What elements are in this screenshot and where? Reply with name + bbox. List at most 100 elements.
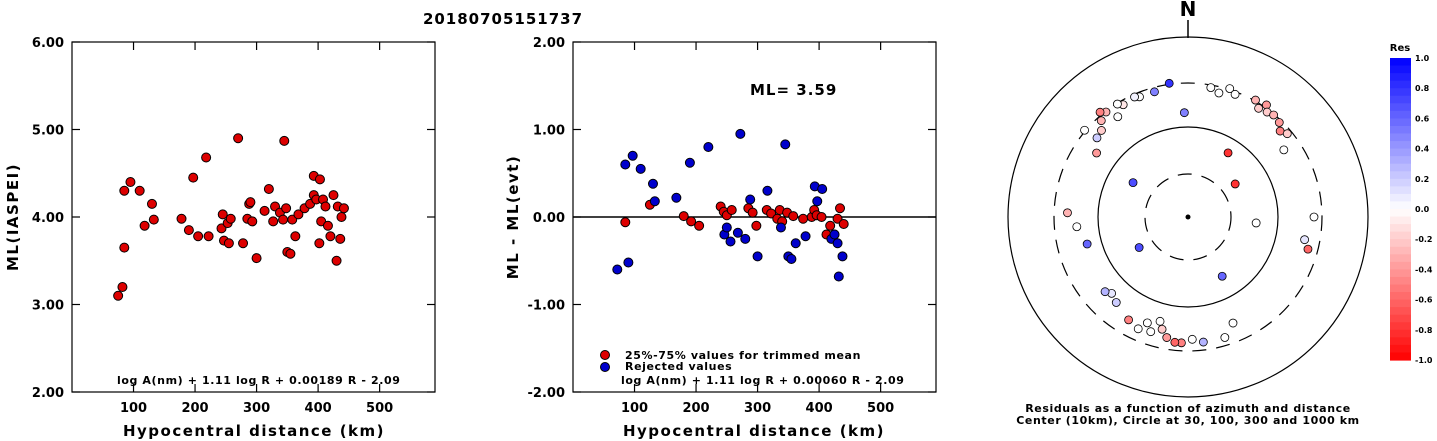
station-marker	[1097, 126, 1106, 135]
station-marker	[1100, 287, 1110, 297]
colorbar-cell	[1390, 344, 1411, 354]
x-axis-label: Hypocentral distance (km)	[123, 422, 385, 440]
station-marker	[1111, 298, 1121, 307]
colorbar-cell	[1390, 58, 1411, 67]
data-point	[322, 220, 333, 231]
station-marker	[1092, 133, 1102, 143]
station-marker	[1146, 327, 1156, 337]
data-point	[279, 135, 290, 146]
colorbar-cell	[1390, 148, 1411, 157]
data-point	[686, 216, 697, 227]
station-marker	[1080, 125, 1089, 135]
colorbar-cell	[1390, 163, 1411, 172]
data-point	[290, 231, 301, 242]
colorbar-cell	[1390, 65, 1411, 74]
residual-colorbar: Res 1.0 0.8 0.6 0.4 0.2 0.0 -0.2 -0.4 -0.6 -0.8 -1…	[1390, 43, 1433, 365]
data-point	[726, 205, 737, 215]
rejected-point	[735, 128, 746, 139]
data-point	[203, 231, 214, 242]
data-point	[176, 213, 187, 224]
station-marker	[1198, 337, 1208, 347]
colorbar-cell	[1390, 193, 1411, 203]
ring-30km	[1144, 173, 1232, 261]
station-marker	[1133, 324, 1143, 334]
y-tick-label: 0.00	[533, 211, 565, 226]
data-point	[245, 197, 256, 208]
data-point	[694, 220, 705, 231]
colorbar-cell	[1390, 246, 1411, 255]
station-marker	[1187, 334, 1197, 344]
data-point	[293, 209, 304, 220]
station-marker	[1309, 212, 1319, 222]
colorbar-tick-label: 1.0	[1415, 54, 1430, 63]
caption-line-1: Residuals as a function of azimuth and d…	[1025, 402, 1351, 415]
y-tick-label: -2.00	[528, 386, 565, 401]
rejected-point	[829, 229, 840, 240]
rejected-point	[812, 196, 823, 207]
colorbar-cell	[1390, 224, 1411, 233]
station-marker	[1142, 318, 1152, 328]
data-point	[146, 198, 157, 209]
formula-annotation: log A(nm) + 1.11 log R + 0.00060 R - 2.0…	[621, 374, 904, 387]
panel-azimuth-plot: N Residuals as a function of azimuth and…	[1007, 0, 1369, 427]
colorbar-cell	[1390, 337, 1411, 346]
legend-used-marker	[600, 350, 610, 360]
data-point	[263, 184, 274, 194]
station-marker	[1179, 108, 1189, 118]
colorbar-cell	[1390, 133, 1411, 142]
ring-300km	[1053, 82, 1323, 352]
y-tick-label: 2.00	[32, 386, 64, 401]
data-point	[217, 209, 228, 220]
rejected-point	[817, 184, 828, 194]
colorbar-cell	[1390, 231, 1411, 240]
station-marker	[1274, 118, 1284, 127]
data-point	[117, 282, 128, 292]
station-marker	[1150, 87, 1159, 97]
rejected-point	[725, 236, 736, 247]
colorbar-cell	[1390, 88, 1411, 97]
data-point	[113, 290, 124, 301]
data-point	[188, 172, 199, 183]
center-dot	[1185, 214, 1191, 220]
station-marker	[1217, 271, 1227, 281]
station-marker	[1279, 145, 1289, 155]
data-point	[119, 242, 130, 253]
y-tick-label: 5.00	[32, 124, 64, 139]
colorbar-cell	[1390, 292, 1411, 301]
x-tick-label: 100	[120, 401, 147, 416]
data-point	[314, 238, 325, 249]
x-tick-label: 500	[867, 401, 894, 416]
station-marker	[1254, 103, 1263, 113]
data-point	[225, 213, 236, 224]
colorbar-cell	[1390, 269, 1411, 278]
colorbar-tick-label: 0.8	[1415, 84, 1430, 93]
colorbar-cell	[1390, 156, 1411, 165]
rejected-point	[837, 251, 848, 262]
data-point	[278, 214, 289, 225]
data-point	[223, 238, 234, 249]
y-axis-label: ML - ML(evt)	[504, 155, 522, 279]
data-point	[331, 255, 342, 266]
data-point	[119, 185, 130, 196]
station-marker	[1269, 110, 1279, 120]
rejected-point	[762, 185, 773, 196]
x-tick-label: 300	[744, 401, 771, 416]
rejected-point	[833, 271, 844, 282]
ring-100km	[1097, 126, 1279, 308]
formula-annotation: log A(nm) + 1.11 log R + 0.00189 R - 2.0…	[117, 374, 400, 387]
data-point	[798, 213, 809, 224]
y-tick-label: 2.00	[533, 36, 565, 51]
x-tick-label: 300	[243, 401, 270, 416]
colorbar-cell	[1390, 299, 1411, 308]
rejected-point	[635, 163, 646, 174]
colorbar-cell	[1390, 80, 1411, 89]
caption-line-2: Center (10km), Circle at 30, 100, 300 an…	[1016, 414, 1360, 427]
station-marker	[1096, 116, 1106, 126]
data-point	[281, 203, 292, 214]
x-tick-label: 200	[682, 401, 709, 416]
rejected-point	[745, 194, 756, 205]
data-point	[620, 217, 631, 228]
station-marker	[1230, 89, 1240, 99]
station-marker	[1134, 243, 1144, 252]
data-point	[335, 233, 346, 244]
